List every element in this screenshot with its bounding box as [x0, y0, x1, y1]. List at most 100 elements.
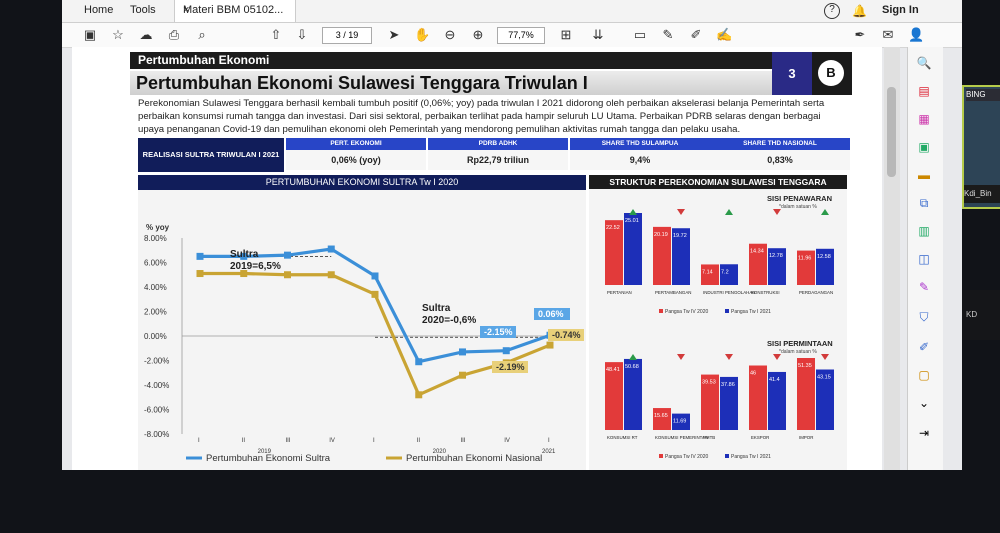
- close-tab-icon[interactable]: ×: [183, 4, 190, 16]
- bar-value-label: 25.01: [625, 218, 639, 224]
- intro-paragraph: Perekonomian Sulawesi Tenggara berhasil …: [138, 98, 825, 135]
- combine-files-icon[interactable]: ⧉: [919, 196, 929, 210]
- bookmark-star-icon[interactable]: ☆: [112, 27, 124, 42]
- zoom-level-field[interactable]: 77,7%: [497, 27, 545, 44]
- export-pdf-icon[interactable]: ▣: [918, 140, 930, 154]
- email-icon[interactable]: ✉: [882, 27, 894, 42]
- draw-icon[interactable]: ✐: [690, 27, 702, 42]
- x-tick-label: IV: [329, 438, 335, 444]
- collapse-panel-icon[interactable]: ⇥: [918, 426, 930, 440]
- zoom-tool-icon[interactable]: 🔍: [916, 56, 932, 70]
- growth-line-chart: % yoy 8.00% 6.00% 4.00% 2.00% 0.00% -2.00% -4.0…: [144, 223, 584, 464]
- upload-cloud-icon[interactable]: ☁: [139, 27, 153, 42]
- y-tick-label: 8.00%: [144, 234, 167, 243]
- annotation-line2: 2019=6,5%: [230, 261, 281, 272]
- compress-icon[interactable]: ▥: [918, 224, 930, 238]
- category-label: PERTAMBANGAN: [655, 290, 691, 295]
- data-point: [415, 391, 423, 399]
- bell-icon[interactable]: 🔔: [852, 4, 867, 18]
- x-tick-label: I: [373, 438, 375, 444]
- stat-pdrb: PDRB ADHK Rp22,79 triliun: [428, 138, 568, 172]
- save-icon[interactable]: ▣: [83, 27, 97, 42]
- page-down-icon[interactable]: ⇩: [296, 27, 308, 42]
- bank-logo: B: [812, 52, 852, 95]
- data-point: [284, 271, 291, 279]
- bar-value-label: 12.58: [817, 254, 831, 260]
- bank-logo-icon: B: [818, 60, 844, 86]
- data-label: 0.06%: [538, 309, 564, 319]
- data-label: -2.15%: [484, 327, 513, 337]
- comment-icon[interactable]: ▭: [633, 27, 647, 42]
- scan-icon[interactable]: ◫: [918, 252, 930, 266]
- growth-chart-title: PERTUMBUHAN EKONOMI SULTRA Tw I 2020: [138, 175, 586, 190]
- annotation-line1: Sultra: [230, 249, 259, 260]
- edit-pen-icon[interactable]: ✐: [918, 340, 930, 354]
- share-user-icon[interactable]: 👤: [908, 27, 925, 42]
- legend-label: Pangsa Tw IV 2020: [665, 454, 708, 460]
- more-tools-icon[interactable]: ⌄: [918, 396, 930, 410]
- section-header: Pertumbuhan Ekonomi: [130, 52, 778, 69]
- bar: [653, 408, 671, 430]
- category-label: KONSUMSI PEMERINTAH: [655, 435, 708, 440]
- trend-up-icon: [629, 354, 637, 360]
- zoom-out-icon[interactable]: ⊖: [444, 27, 456, 42]
- menu-home[interactable]: Home: [84, 4, 114, 16]
- scroll-mode-icon[interactable]: ⇊: [592, 27, 604, 42]
- bar-value-label: 37.86: [721, 382, 735, 388]
- data-point: [284, 251, 291, 259]
- rich-media-icon[interactable]: ▢: [918, 368, 930, 382]
- slide-title: Pertumbuhan Ekonomi Sulawesi Tenggara Tr…: [130, 71, 776, 95]
- annotation-line2: 2020=-0,6%: [422, 315, 476, 326]
- x-tick-label: I: [198, 438, 200, 444]
- trend-down-icon: [773, 354, 781, 360]
- x-tick-label: III: [461, 438, 466, 444]
- webcam-banner: BING: [966, 89, 1000, 101]
- create-pdf-icon[interactable]: ▤: [918, 84, 930, 98]
- data-label-box: [480, 326, 516, 338]
- y-tick-label: -8.00%: [144, 430, 169, 439]
- category-label: PERTANIAN: [607, 290, 632, 295]
- vertical-scrollbar[interactable]: [884, 47, 900, 470]
- print-icon[interactable]: ⎙: [168, 27, 180, 42]
- bar: [701, 264, 719, 285]
- bar-value-label: 48.41: [606, 367, 620, 373]
- bar: [768, 248, 786, 285]
- bar: [605, 362, 623, 430]
- sign-document-icon[interactable]: ✒: [854, 27, 866, 42]
- document-tab[interactable]: Materi BBM 05102... ×: [174, 0, 296, 22]
- protect-shield-icon[interactable]: ⛉: [919, 310, 929, 324]
- webcam-thumbnail[interactable]: BING Kdi_Bin: [962, 85, 1000, 209]
- webcam-thumbnail-2[interactable]: KD: [962, 290, 1000, 340]
- fill-sign-icon[interactable]: ✎: [918, 280, 930, 294]
- comment-tool-icon[interactable]: ▬: [918, 168, 930, 182]
- bar: [672, 228, 690, 285]
- page-number-field[interactable]: 3 / 19: [322, 27, 372, 44]
- bar-value-label: 41.4: [769, 377, 780, 383]
- select-cursor-icon[interactable]: ➤: [388, 27, 400, 42]
- fit-page-icon[interactable]: ⊞: [560, 27, 572, 42]
- menu-tools[interactable]: Tools: [130, 4, 156, 16]
- legend-swatch: [725, 454, 729, 458]
- sign-icon[interactable]: ✍: [716, 27, 733, 42]
- trend-down-icon: [677, 354, 685, 360]
- bar: [816, 248, 834, 285]
- bar: [720, 264, 738, 285]
- bar-value-label: 12.78: [769, 253, 783, 259]
- help-icon[interactable]: ?: [824, 3, 840, 19]
- x-tick-label: IV: [504, 438, 510, 444]
- bar-value-label: 14.34: [750, 249, 764, 255]
- tools-side-panel: 🔍 ▤ ▦ ▣ ▬ ⧉ ▥ ◫ ✎ ⛉ ✐ ▢ ⌄ ⇥: [907, 47, 943, 470]
- search-icon[interactable]: ⌕: [198, 27, 206, 42]
- year-label: 2020: [433, 449, 447, 455]
- sign-in-link[interactable]: Sign In: [882, 4, 919, 16]
- page-up-icon[interactable]: ⇧: [270, 27, 282, 42]
- zoom-in-icon[interactable]: ⊕: [472, 27, 484, 42]
- data-point: [196, 270, 204, 278]
- supply-side-bar-chart: SISI PENAWARAN*dalam satuan % 22.52 25.01 P…: [605, 194, 834, 315]
- highlight-pen-icon[interactable]: ✎: [662, 27, 674, 42]
- page-total: / 19: [343, 30, 359, 40]
- scrollbar-thumb[interactable]: [887, 87, 896, 177]
- organize-pages-icon[interactable]: ▦: [918, 112, 930, 126]
- y-tick-label: -4.00%: [144, 381, 169, 390]
- hand-tool-icon[interactable]: ✋: [414, 27, 431, 42]
